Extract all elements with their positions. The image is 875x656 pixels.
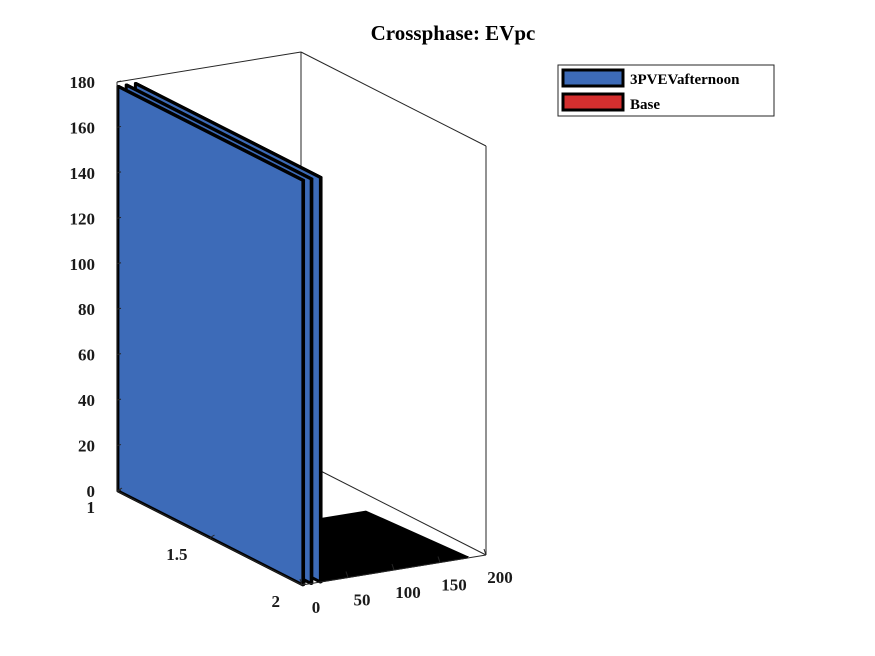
z-tick-mark-20 [116,444,122,447]
z-tick-mark-140 [116,171,122,174]
y-tick-label: 1.5 [166,545,187,564]
y-tick-mark-1.5 [209,534,215,539]
z-tick-mark-160 [116,125,122,128]
chart-title: Crossphase: EVpc [371,21,536,45]
x-tick-label: 100 [395,583,421,602]
box-edge-back-top [116,51,302,83]
x-tick-mark-50 [345,571,349,578]
x-tick-label: 150 [441,576,467,595]
legend-label-base: Base [630,97,660,113]
z-tick-label: 40 [78,391,95,410]
z-tick-label: 120 [70,209,96,228]
box-edge-right-top [300,51,487,147]
y-tick-mark-2 [301,581,308,586]
bars [116,82,323,587]
z-tick-label: 100 [70,255,96,274]
legend-label-3pvevafternoon: 3PVEVafternoon [630,72,740,88]
bar-3pvevafternoon-x1 [116,84,306,587]
z-tick-mark-80 [116,307,122,310]
z-tick-mark-180 [116,80,122,83]
x-tick-label: 0 [312,598,321,617]
y-tick-label: 2 [272,592,281,611]
x-tick-label: 200 [487,568,513,587]
z-tick-label: 20 [78,437,95,456]
legend: 3PVEVafternoon Base [557,64,775,117]
z-tick-label: 80 [78,300,95,319]
x-tick-mark-150 [437,556,441,563]
z-tick-label: 60 [78,346,95,365]
box-edge-floor-right [300,460,487,556]
z-tick-label: 140 [70,164,96,183]
x-tick-mark-0 [299,578,303,586]
z-tick-mark-40 [116,398,122,401]
legend-swatch-3pvevafternoon [561,68,625,88]
x-tick-mark-200 [483,548,487,556]
x-tick-mark-100 [391,563,395,571]
legend-swatch-base [561,92,625,112]
y-tick-mark-1 [116,487,123,492]
z-tick-label: 160 [70,118,96,137]
z-tick-mark-60 [116,353,122,356]
z-tick-mark-100 [116,262,122,265]
y-tick-label: 1 [87,498,96,517]
z-tick-label: 0 [87,482,96,501]
z-tick-mark-120 [116,216,122,219]
x-tick-label: 50 [354,591,371,610]
z-tick-label: 180 [70,73,96,92]
